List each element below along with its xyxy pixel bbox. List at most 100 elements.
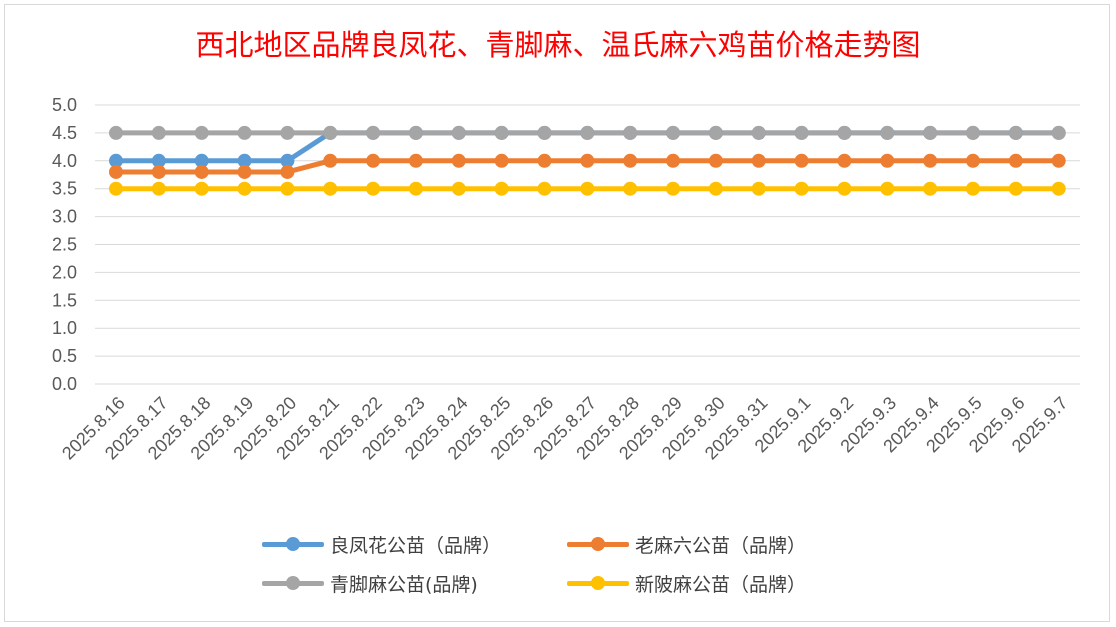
data-point — [280, 164, 295, 179]
data-point — [580, 125, 595, 140]
data-point — [280, 181, 295, 196]
data-point — [1051, 153, 1066, 168]
legend-item: 青脚麻公苗(品牌) — [262, 570, 478, 596]
data-point — [751, 181, 766, 196]
data-point — [237, 181, 252, 196]
legend-label: 老麻六公苗（品牌） — [635, 534, 807, 557]
data-point — [1051, 181, 1066, 196]
y-tick-label: 3.5 — [52, 179, 77, 199]
data-point — [194, 164, 209, 179]
legend-swatch — [567, 531, 629, 557]
x-axis-ticks: 2025.8.162025.8.172025.8.182025.8.192025… — [58, 393, 1071, 464]
legend-label: 良凤花公苗（品牌） — [330, 534, 502, 557]
data-point — [1008, 125, 1023, 140]
data-point — [537, 181, 552, 196]
data-point — [194, 125, 209, 140]
data-point — [408, 125, 423, 140]
data-point — [837, 181, 852, 196]
y-tick-label: 2.0 — [52, 262, 77, 282]
data-point — [966, 153, 980, 168]
y-tick-label: 1.0 — [52, 318, 77, 338]
y-tick-label: 5.0 — [52, 95, 77, 115]
gridlines — [95, 104, 1080, 385]
legend-label: 青脚麻公苗(品牌) — [330, 573, 478, 596]
data-point — [408, 181, 423, 196]
legend-item: 新陂麻公苗（品牌） — [567, 570, 806, 596]
data-point — [451, 125, 466, 140]
legend-swatch — [567, 570, 629, 596]
data-point — [109, 181, 123, 196]
data-point — [923, 153, 938, 168]
legend-item: 老麻六公苗（品牌） — [567, 531, 806, 557]
data-point — [451, 181, 466, 196]
data-point — [708, 125, 723, 140]
data-point — [666, 181, 681, 196]
chart-title: 西北地区品牌良凤花、青脚麻、温氏麻六鸡苗价格走势图 — [195, 28, 921, 62]
data-point — [494, 181, 509, 196]
data-point — [109, 164, 123, 179]
y-tick-label: 1.5 — [52, 290, 77, 310]
data-point — [151, 153, 166, 168]
data-point — [708, 153, 723, 168]
data-point — [751, 153, 766, 168]
data-point — [237, 125, 252, 140]
data-point — [237, 153, 252, 168]
legend-label: 新陂麻公苗（品牌） — [635, 573, 807, 596]
data-point — [366, 125, 381, 140]
data-point — [494, 153, 509, 168]
data-point — [194, 153, 209, 168]
data-point — [537, 125, 552, 140]
data-point — [623, 181, 638, 196]
data-point — [580, 181, 595, 196]
data-point — [623, 125, 638, 140]
legend-swatch — [262, 570, 324, 596]
data-point — [537, 153, 552, 168]
data-point — [966, 125, 980, 140]
data-point — [151, 125, 166, 140]
y-tick-label: 0.5 — [52, 346, 77, 366]
data-point — [794, 181, 809, 196]
data-point — [880, 153, 895, 168]
data-point — [880, 125, 895, 140]
y-tick-label: 3.0 — [52, 207, 77, 227]
data-point — [923, 181, 938, 196]
y-axis-ticks: 0.0 0.5 1.0 1.5 2.0 2.5 3.0 3.5 4.0 4.5 5.0 — [52, 95, 77, 394]
data-point — [151, 164, 166, 179]
data-point — [280, 153, 295, 168]
data-point — [280, 125, 295, 140]
data-point — [323, 153, 338, 168]
data-point — [109, 125, 123, 140]
data-point — [366, 153, 381, 168]
data-point — [880, 181, 895, 196]
data-point — [1008, 181, 1023, 196]
data-point — [194, 181, 209, 196]
data-point — [794, 153, 809, 168]
data-point — [109, 153, 123, 168]
data-point — [451, 153, 466, 168]
data-point — [966, 181, 980, 196]
data-point — [666, 125, 681, 140]
data-point — [494, 125, 509, 140]
data-point — [751, 125, 766, 140]
data-point — [623, 153, 638, 168]
data-point — [580, 153, 595, 168]
data-point — [366, 181, 381, 196]
data-point — [794, 125, 809, 140]
series-points — [109, 125, 1066, 196]
y-tick-label: 4.5 — [52, 123, 77, 143]
chart-frame — [4, 4, 1110, 622]
y-tick-label: 2.5 — [52, 235, 77, 255]
data-point — [323, 125, 338, 140]
data-point — [837, 125, 852, 140]
data-point — [237, 164, 252, 179]
legend-swatch — [262, 531, 324, 557]
data-point — [1008, 153, 1023, 168]
data-point — [666, 153, 681, 168]
y-tick-label: 0.0 — [52, 374, 77, 394]
data-point — [923, 125, 938, 140]
data-point — [708, 181, 723, 196]
legend-item: 良凤花公苗（品牌） — [262, 531, 501, 557]
data-point — [323, 181, 338, 196]
data-point — [1051, 125, 1066, 140]
